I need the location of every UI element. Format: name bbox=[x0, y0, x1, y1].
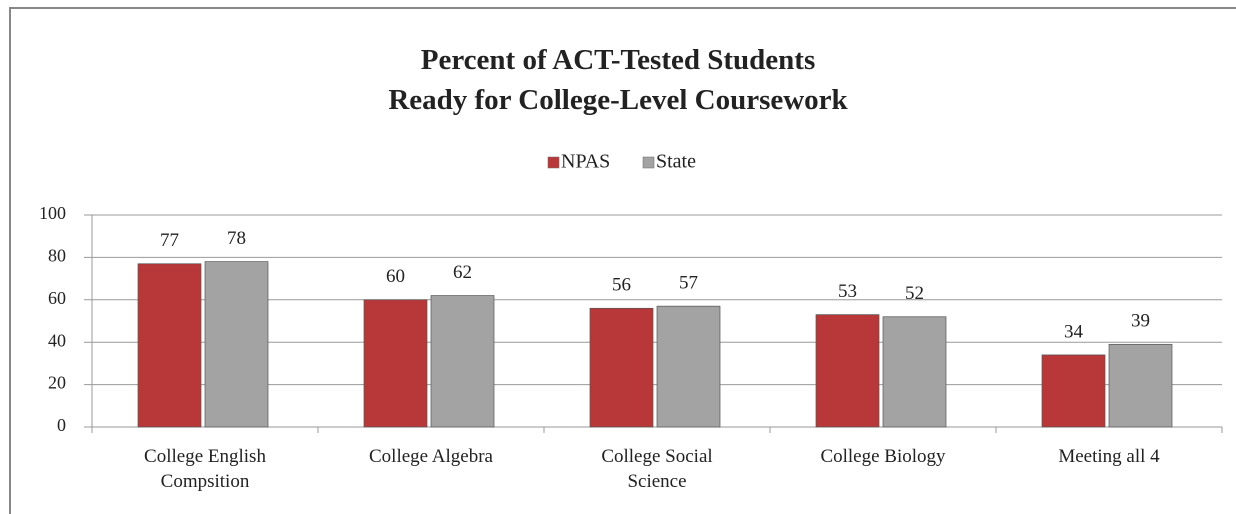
bar bbox=[137, 263, 202, 428]
data-label: 53 bbox=[838, 281, 857, 302]
data-label: 77 bbox=[160, 230, 179, 251]
data-label: 57 bbox=[679, 273, 698, 294]
x-tick-label: Meeting all 4 bbox=[1058, 446, 1160, 467]
y-tick-label: 80 bbox=[48, 246, 66, 266]
data-label: 60 bbox=[386, 266, 405, 287]
y-tick-label: 100 bbox=[39, 203, 66, 223]
bar bbox=[656, 305, 721, 428]
y-tick-label: 60 bbox=[48, 288, 66, 308]
y-tick-label: 0 bbox=[57, 415, 66, 435]
legend-label: State bbox=[656, 151, 696, 173]
chart-frame bbox=[9, 7, 1236, 514]
x-tick-label: College English Compsition bbox=[144, 446, 266, 492]
x-tick-label: College Algebra bbox=[369, 446, 493, 467]
legend-swatch bbox=[547, 156, 560, 169]
data-label: 34 bbox=[1064, 321, 1084, 342]
y-tick-label: 20 bbox=[48, 373, 66, 393]
bar bbox=[589, 307, 654, 428]
y-tick-label: 40 bbox=[48, 330, 66, 350]
chart-title: Percent of ACT-Tested Students Ready for… bbox=[388, 44, 848, 116]
legend-swatch bbox=[642, 156, 655, 169]
data-label: 52 bbox=[905, 283, 924, 304]
bar bbox=[882, 316, 947, 428]
bar bbox=[363, 299, 428, 428]
data-label: 39 bbox=[1131, 311, 1150, 332]
bar bbox=[430, 295, 495, 428]
bar bbox=[1041, 354, 1106, 428]
data-label: 56 bbox=[612, 275, 631, 296]
x-tick-label: College Biology bbox=[820, 446, 946, 467]
data-label: 78 bbox=[227, 228, 246, 249]
data-label: 62 bbox=[453, 262, 472, 283]
legend-label: NPAS bbox=[561, 151, 610, 173]
bar bbox=[815, 314, 880, 428]
x-tick-label: College Social Science bbox=[601, 446, 713, 492]
bar bbox=[1108, 343, 1173, 428]
bar bbox=[204, 261, 269, 428]
